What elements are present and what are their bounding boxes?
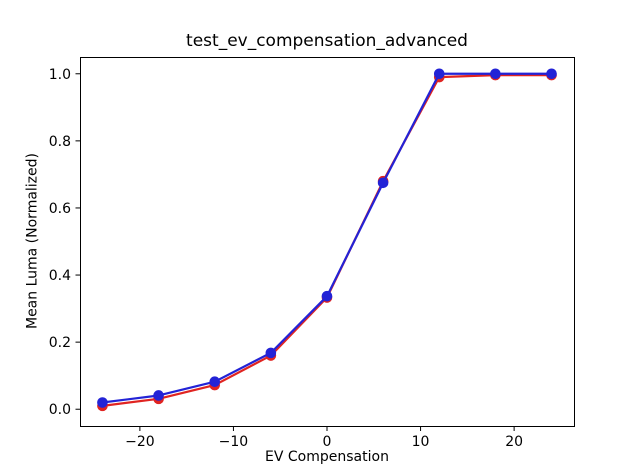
blue-series-marker xyxy=(433,68,445,80)
blue-series-marker xyxy=(153,390,164,401)
x-tick-label: −20 xyxy=(125,434,155,450)
y-tick-label: 0.8 xyxy=(49,134,71,150)
y-axis-label: Mean Luma (Normalized) xyxy=(24,152,41,330)
x-tick-label: 0 xyxy=(323,434,332,450)
x-tick-label: 10 xyxy=(412,434,430,450)
y-tick-label: 0.6 xyxy=(49,201,71,217)
x-tick-label: 20 xyxy=(505,434,523,450)
axes-spines xyxy=(80,57,575,427)
blue-series-line xyxy=(101,72,553,404)
x-axis-label: EV Compensation xyxy=(265,449,389,465)
blue-series-marker xyxy=(209,376,221,388)
chart-title: test_ev_compensation_advanced xyxy=(186,31,468,51)
blue-series-marker xyxy=(377,177,389,189)
blue-series-marker xyxy=(97,397,108,408)
y-tick-label: 0.2 xyxy=(49,335,71,351)
x-tick-label: −10 xyxy=(219,434,249,450)
y-tick-label: 1.0 xyxy=(49,67,71,83)
blue-series-marker xyxy=(546,68,557,80)
blue-series-marker xyxy=(490,68,501,80)
y-tick-label: 0.4 xyxy=(49,268,71,284)
blue-series-marker xyxy=(321,290,333,302)
y-tick-label: 0.0 xyxy=(49,402,71,418)
blue-series-marker xyxy=(265,347,277,359)
red-series-line xyxy=(101,74,553,407)
